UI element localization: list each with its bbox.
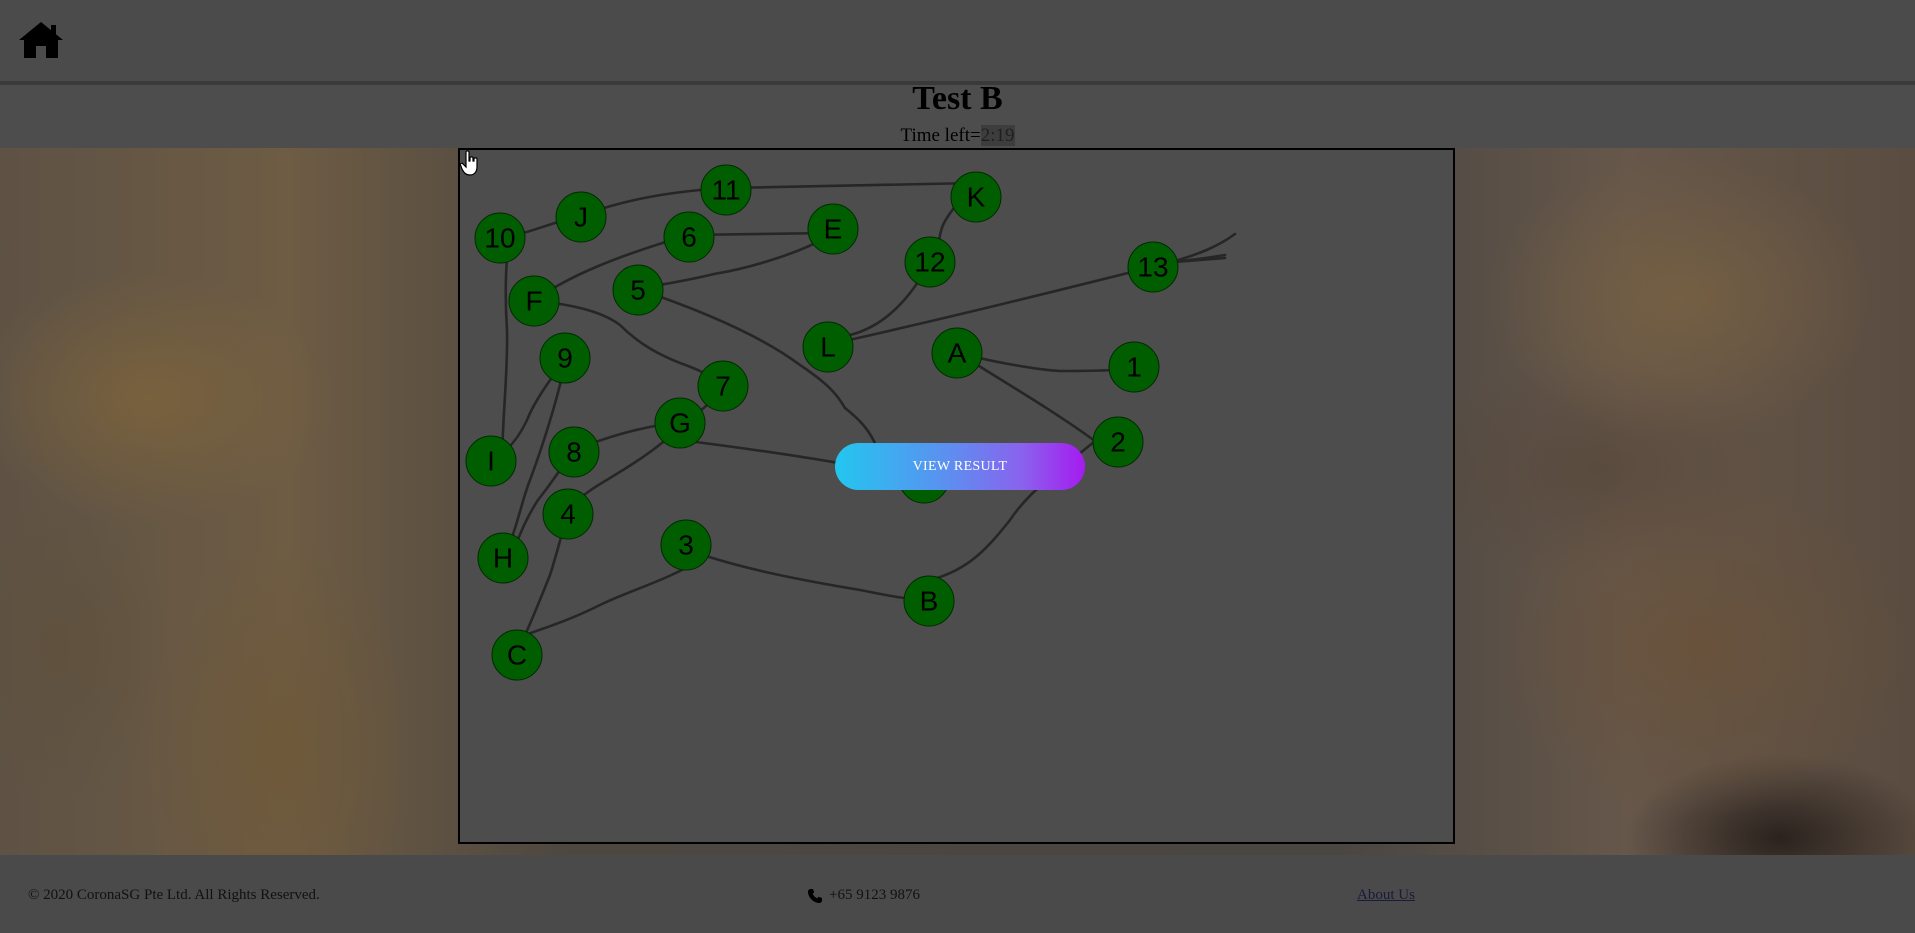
svg-text:I: I [487,446,495,477]
top-navbar [0,0,1915,85]
svg-text:13: 13 [1137,252,1168,283]
node-10[interactable]: 10 [474,212,526,264]
svg-text:L: L [820,332,836,363]
trail-canvas[interactable]: 11 K J 10 6 E 12 13 5 F L A 1 9 7 G 2 I … [460,150,1453,842]
node-C[interactable]: C [491,629,543,681]
svg-text:H: H [493,543,513,574]
node-3[interactable]: 3 [660,519,712,571]
node-F[interactable]: F [508,275,560,327]
node-12[interactable]: 12 [904,236,956,288]
timer: Time left=2:19 [0,125,1915,147]
node-13[interactable]: 13 [1127,241,1179,293]
node-5[interactable]: 5 [612,264,664,316]
node-K[interactable]: K [950,171,1002,223]
node-4[interactable]: 4 [542,488,594,540]
drawn-trail [490,181,1237,637]
phone-contact: +65 9123 9876 [807,887,920,904]
node-8[interactable]: 8 [548,426,600,478]
footer: © 2020 CoronaSG Pte Ltd. All Rights Rese… [0,855,1915,933]
svg-text:6: 6 [681,222,697,253]
node-11[interactable]: 11 [700,164,752,216]
svg-text:3: 3 [678,530,694,561]
svg-text:A: A [948,338,967,369]
node-J[interactable]: J [555,191,607,243]
view-result-button[interactable]: VIEW RESULT [835,443,1085,490]
node-9[interactable]: 9 [539,332,591,384]
svg-text:F: F [525,286,542,317]
node-L[interactable]: L [802,321,854,373]
svg-text:G: G [669,408,691,439]
phone-icon [808,888,822,903]
svg-text:E: E [824,214,843,245]
svg-text:J: J [574,202,588,233]
node-E[interactable]: E [807,203,859,255]
svg-text:5: 5 [630,275,646,306]
about-us-link[interactable]: About Us [1357,887,1415,903]
svg-text:12: 12 [914,247,945,278]
node-2[interactable]: 2 [1092,416,1144,468]
timer-value: 2:19 [980,125,1015,146]
node-H[interactable]: H [477,532,529,584]
node-1[interactable]: 1 [1108,341,1160,393]
node-G[interactable]: G [654,397,706,449]
svg-text:10: 10 [484,223,515,254]
svg-text:B: B [920,586,939,617]
title-band: Test B Time left=2:19 [0,80,1915,148]
svg-text:8: 8 [566,437,582,468]
timer-label: Time left= [900,125,981,146]
svg-text:11: 11 [711,175,740,206]
svg-text:9: 9 [557,343,573,374]
node-B[interactable]: B [903,575,955,627]
trail-making-board[interactable]: 11 K J 10 6 E 12 13 5 F L A 1 9 7 G 2 I … [458,148,1455,844]
svg-text:7: 7 [715,371,731,402]
node-A[interactable]: A [931,327,983,379]
copyright-text: © 2020 CoronaSG Pte Ltd. All Rights Rese… [28,887,320,903]
svg-text:C: C [507,640,527,671]
phone-number: +65 9123 9876 [829,887,920,903]
svg-text:K: K [967,182,986,213]
node-6[interactable]: 6 [663,211,715,263]
node-7[interactable]: 7 [697,360,749,412]
svg-text:2: 2 [1110,427,1126,458]
node-I[interactable]: I [465,435,517,487]
page-title: Test B [912,80,1003,117]
svg-text:4: 4 [560,499,576,530]
svg-text:1: 1 [1126,352,1142,383]
home-icon[interactable] [17,20,65,60]
